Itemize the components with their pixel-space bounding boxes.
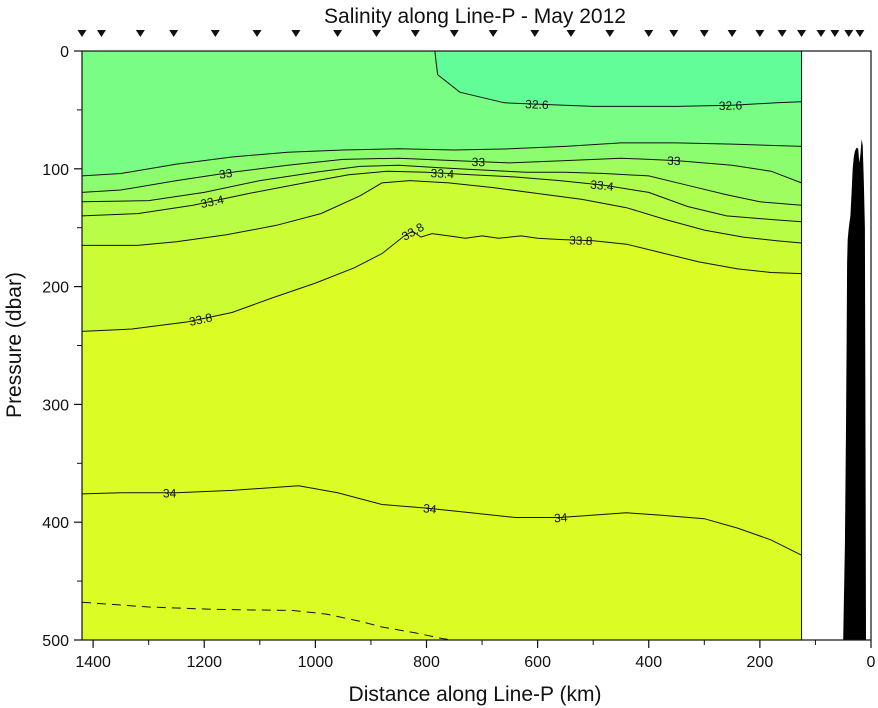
contour-label: 33: [218, 166, 234, 182]
contour-label-text: 33.4: [590, 177, 615, 193]
x-tick-label: 400: [635, 654, 662, 671]
contour-32-8: [82, 142, 802, 177]
x-axis-label: Distance along Line-P (km): [349, 683, 602, 706]
station-marker: [644, 30, 654, 37]
contour-label: 32.6: [719, 98, 743, 112]
station-marker: [488, 30, 498, 37]
contour-label-text: 33.8: [188, 310, 214, 329]
x-tick-label: 600: [524, 654, 551, 671]
y-tick-label: 200: [42, 280, 69, 297]
contour-label-text: 33: [218, 166, 234, 182]
contour-label: 34: [554, 510, 569, 525]
x-tick-label: 1000: [298, 654, 334, 671]
station-marker: [699, 30, 709, 37]
y-tick-label: 500: [42, 633, 69, 650]
contour-label-text: 33.8: [569, 233, 593, 248]
y-axis-label: Pressure (dbar): [3, 272, 26, 418]
y-tick-label: 300: [42, 397, 69, 414]
station-marker: [605, 30, 615, 37]
station-marker: [135, 30, 145, 37]
contour-label: 33.4: [199, 192, 225, 211]
station-marker: [830, 30, 840, 37]
y-axis: 0 100 200 300 400 500: [42, 44, 82, 650]
station-marker: [566, 30, 576, 37]
contour-label-text: 33.4: [199, 192, 225, 211]
y-tick-label: 400: [42, 515, 69, 532]
station-marker: [333, 30, 343, 37]
station-marker: [410, 30, 420, 37]
x-tick-label: 1400: [75, 654, 111, 671]
station-marker: [96, 30, 106, 37]
contour-label-text: 33: [667, 154, 681, 169]
station-marker: [252, 30, 262, 37]
contour-33-4: [82, 170, 802, 223]
contour-33-8: [82, 230, 802, 332]
plot-area: [82, 51, 871, 640]
contour-34: [82, 485, 802, 556]
contour-label-text: 34: [554, 510, 569, 525]
station-marker: [777, 30, 787, 37]
station-marker: [169, 30, 179, 37]
station-marker: [530, 30, 540, 37]
contour-label-text: 33: [471, 155, 485, 170]
x-tick-label: 200: [747, 654, 774, 671]
station-marker: [844, 30, 854, 37]
contour-label: 33.8: [188, 310, 214, 329]
x-tick-label: 1200: [186, 654, 222, 671]
salinity-bands: [82, 51, 802, 640]
station-markers: [77, 30, 865, 37]
contour-label: 34: [163, 486, 177, 500]
y-tick-label: 100: [42, 162, 69, 179]
station-marker: [449, 30, 459, 37]
station-marker: [210, 30, 220, 37]
contour-label-text: 32.6: [719, 98, 743, 112]
band-lt-32-6: [434, 51, 802, 107]
station-marker: [727, 30, 737, 37]
station-marker: [816, 30, 826, 37]
contour-label-text: 32.6: [525, 97, 549, 112]
contour-33-2: [82, 164, 802, 206]
chart-title: Salinity along Line-P - May 2012: [324, 5, 626, 28]
contour-label: 33: [471, 155, 485, 170]
contour-label: 32.6: [525, 97, 549, 112]
contour-34-1: [82, 601, 455, 640]
contour-label: 33.8: [569, 233, 593, 248]
station-marker: [797, 30, 807, 37]
contour-label-text: 34: [163, 486, 177, 500]
station-marker: [755, 30, 765, 37]
x-axis: 1400 1200 1000 800 600 400 200 0: [75, 640, 876, 671]
station-marker: [855, 30, 865, 37]
y-tick-label: 0: [60, 44, 69, 61]
contour-33: [82, 157, 802, 193]
contour-label: 33.4: [590, 177, 615, 193]
band-below-34: [82, 485, 802, 640]
contour-lines: [82, 51, 802, 640]
contour-33-6: [82, 180, 802, 246]
station-marker: [291, 30, 301, 37]
station-marker: [371, 30, 381, 37]
contour-label-text: 33.4: [430, 166, 454, 181]
x-tick-label: 0: [867, 654, 876, 671]
contour-32-6: [434, 51, 802, 107]
bathymetry-seafloor: [843, 139, 866, 640]
contour-label: 33: [667, 154, 681, 169]
station-marker: [669, 30, 679, 37]
contour-label: 33.4: [430, 166, 454, 181]
contour-label-text: 34: [422, 501, 437, 516]
x-tick-label: 800: [413, 654, 440, 671]
station-marker: [77, 30, 87, 37]
contour-label: 34: [422, 501, 437, 516]
